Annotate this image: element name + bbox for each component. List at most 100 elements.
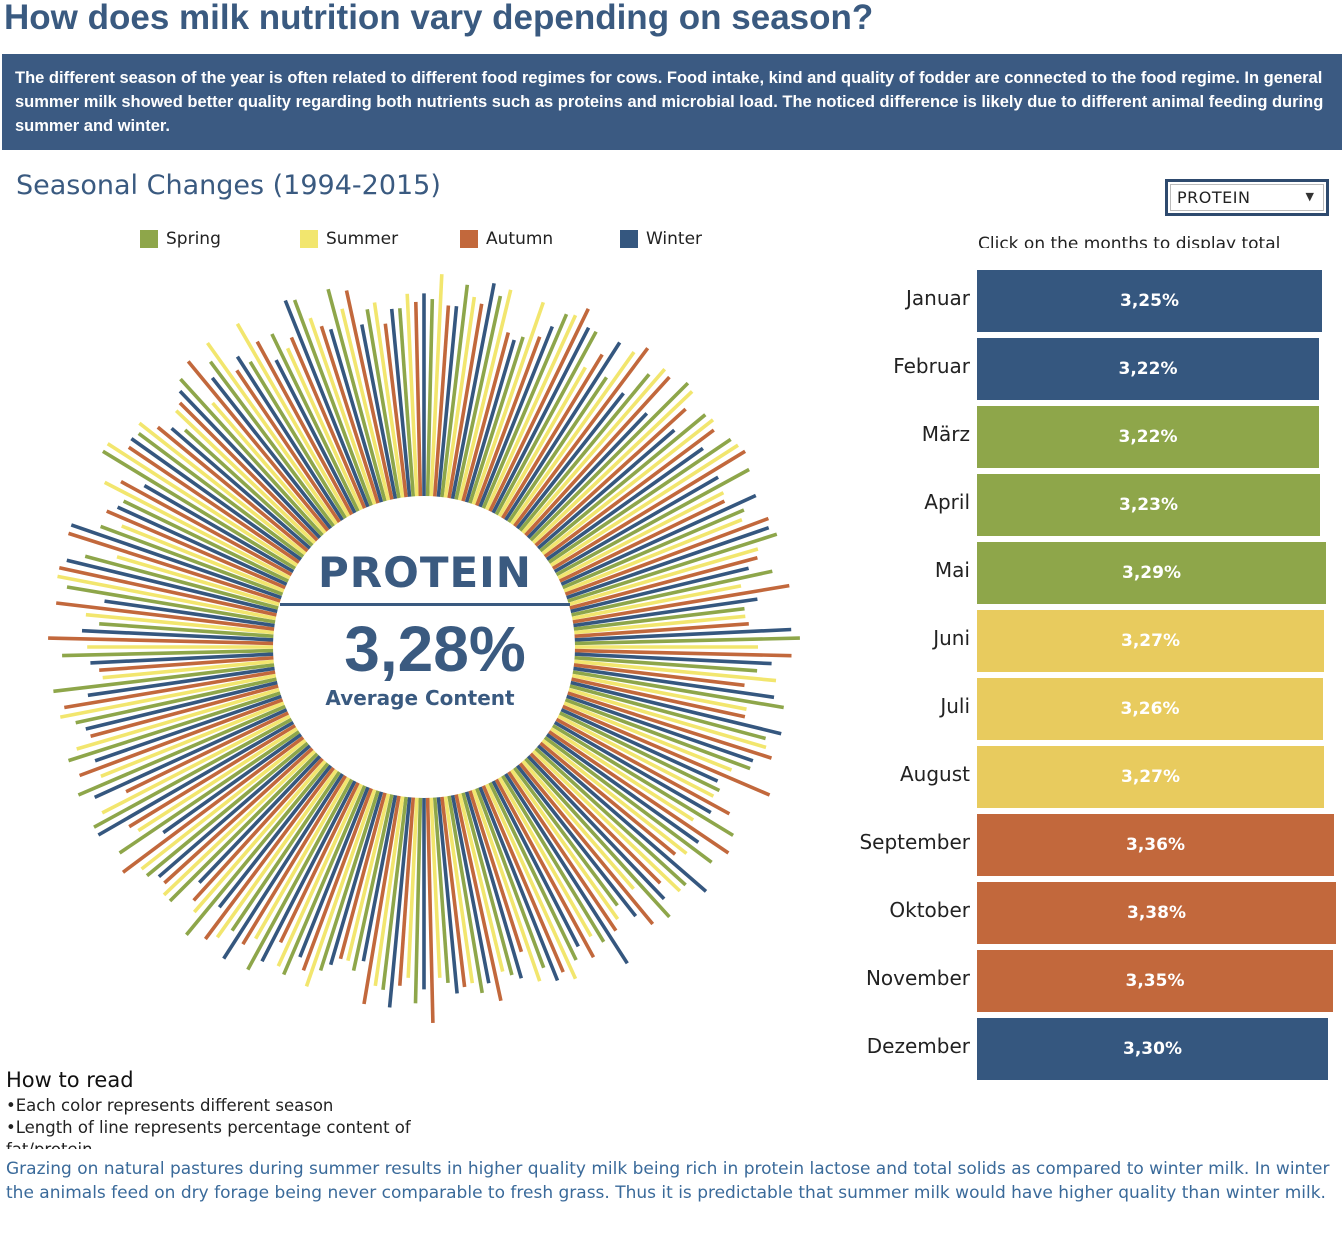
month-row[interactable]: August 3,27%: [840, 746, 1342, 808]
radial-line-autumn: [235, 369, 342, 524]
radial-line-winter: [104, 599, 276, 628]
radial-line-autumn: [467, 789, 524, 953]
radial-line-autumn: [447, 303, 484, 500]
radial-line-summer: [457, 792, 505, 973]
radial-line-spring: [398, 308, 416, 498]
radial-line-autumn: [506, 770, 618, 932]
month-row[interactable]: Oktober 3,38%: [840, 882, 1342, 944]
month-label: Januar: [906, 286, 970, 310]
month-label: April: [924, 490, 970, 514]
month-bar[interactable]: 3,26%: [977, 678, 1323, 740]
radial-line-spring: [246, 777, 354, 971]
radial-line-winter: [85, 680, 279, 731]
radial-line-spring: [365, 309, 401, 500]
radial-line-summer: [484, 314, 578, 512]
radial-line-summer: [346, 792, 391, 962]
radial-line-summer: [235, 322, 351, 518]
radial-line-autumn: [128, 723, 297, 829]
month-row[interactable]: April 3,23%: [840, 474, 1342, 536]
month-row[interactable]: September 3,36%: [840, 814, 1342, 876]
radial-line-autumn: [203, 766, 336, 941]
radial-line-autumn: [362, 794, 401, 1005]
legend-swatch-autumn: [460, 230, 478, 248]
month-value-label: 3,22%: [1118, 427, 1178, 447]
month-bar[interactable]: 3,36%: [977, 814, 1334, 876]
radial-line-autumn: [425, 796, 435, 1023]
legend-item-summer[interactable]: Summer: [300, 229, 398, 249]
howto-item: •Each color represents different season: [6, 1096, 334, 1115]
radial-line-spring: [570, 569, 773, 617]
radial-line-autumn: [64, 670, 277, 710]
radial-line-autumn: [120, 480, 294, 577]
month-value-label: 3,30%: [1123, 1039, 1182, 1059]
radial-line-winter: [503, 341, 622, 522]
radial-line-spring: [179, 377, 325, 538]
month-bar[interactable]: 3,22%: [977, 406, 1319, 468]
radial-line-spring: [528, 381, 690, 543]
radial-line-summer: [540, 418, 715, 556]
radial-line-summer: [443, 795, 475, 984]
radial-line-winter: [94, 694, 283, 763]
month-bar[interactable]: 3,22%: [977, 338, 1319, 400]
radial-line-autumn: [48, 636, 275, 646]
radial-line-spring: [561, 508, 745, 590]
month-row[interactable]: Januar 3,25%: [840, 270, 1342, 332]
radial-line-autumn: [90, 684, 280, 739]
radial-line-winter: [450, 793, 491, 984]
radial-line-spring: [118, 729, 301, 855]
legend-swatch-winter: [620, 230, 638, 248]
radial-line-summer: [102, 659, 275, 680]
month-bar[interactable]: 3,35%: [977, 950, 1333, 1012]
howto-title: How to read: [6, 1068, 134, 1092]
legend-item-winter[interactable]: Winter: [620, 229, 702, 249]
radial-line-spring: [566, 532, 778, 604]
radial-line-spring: [571, 670, 784, 710]
month-bar[interactable]: 3,27%: [977, 610, 1324, 672]
radial-line-autumn: [571, 583, 790, 624]
radial-line-winter: [569, 566, 750, 614]
legend-item-spring[interactable]: Spring: [140, 229, 221, 249]
month-bar[interactable]: 3,23%: [977, 474, 1320, 536]
month-bar[interactable]: 3,25%: [977, 270, 1322, 332]
month-row[interactable]: Mai 3,29%: [840, 542, 1342, 604]
month-bar[interactable]: 3,29%: [977, 542, 1326, 604]
radial-line-autumn: [58, 565, 278, 617]
radial-line-autumn: [568, 555, 758, 610]
month-row[interactable]: Juli 3,26%: [840, 678, 1342, 740]
radial-line-autumn: [561, 704, 771, 797]
radial-line-spring: [185, 761, 330, 936]
radial-line-summer: [106, 442, 299, 568]
month-value-label: 3,35%: [1125, 971, 1185, 991]
radial-line-autumn: [543, 428, 715, 559]
month-row[interactable]: Februar 3,22%: [840, 338, 1342, 400]
radial-line-autumn: [127, 445, 301, 565]
radial-line-spring: [413, 796, 423, 1004]
month-bar[interactable]: 3,38%: [977, 882, 1336, 944]
radial-line-winter: [170, 426, 312, 551]
radial-line-winter: [478, 785, 560, 982]
radial-line-spring: [99, 622, 275, 639]
month-bar[interactable]: 3,30%: [977, 1018, 1328, 1080]
radial-line-autumn: [121, 735, 305, 874]
legend-item-autumn[interactable]: Autumn: [460, 229, 553, 249]
chart-subtitle: Seasonal Changes (1994-2015): [16, 170, 441, 201]
measure-dropdown[interactable]: PROTEIN ▼: [1165, 179, 1329, 216]
month-row[interactable]: März 3,22%: [840, 406, 1342, 468]
month-row[interactable]: Dezember 3,30%: [840, 1018, 1342, 1080]
month-label: August: [900, 762, 970, 786]
radial-line-summer: [429, 274, 444, 498]
radial-line-winter: [162, 732, 303, 835]
radial-line-autumn: [538, 741, 677, 856]
radial-line-winter: [450, 282, 496, 501]
month-row[interactable]: Juni 3,27%: [840, 610, 1342, 672]
month-bar[interactable]: 3,27%: [977, 746, 1324, 808]
radial-line-summer: [471, 301, 546, 506]
radial-line-autumn: [512, 347, 650, 528]
radial-line-summer: [101, 714, 292, 815]
radial-line-autumn: [398, 796, 416, 986]
radial-line-winter: [97, 720, 296, 837]
month-row[interactable]: November 3,35%: [840, 950, 1342, 1012]
radial-line-autumn: [566, 690, 773, 760]
radial-line-summer: [497, 776, 593, 938]
radial-line-summer: [116, 555, 281, 607]
